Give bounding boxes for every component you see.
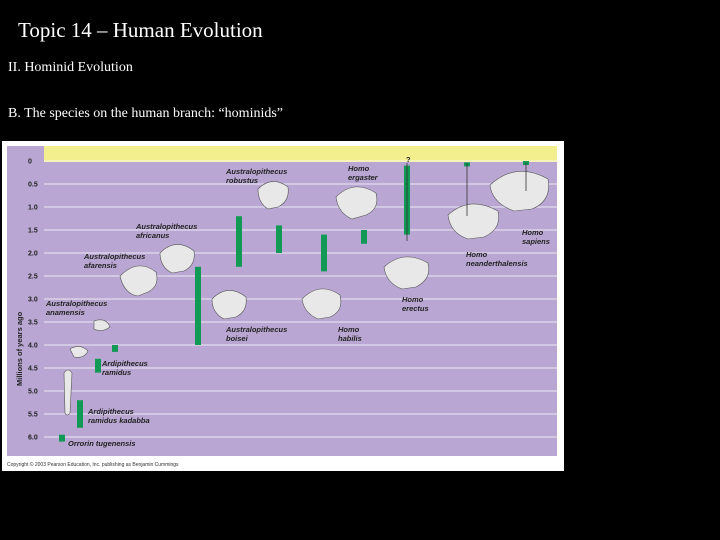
species-label: Australopithecus boisei [225,325,287,343]
tick-label: 1.5 [28,228,38,235]
tick-label: 5.5 [28,412,38,419]
present-day-band [44,146,557,162]
species-range-bar [195,299,201,345]
hominid-timeline-figure: 0 0.5 1.0 1.5 2.0 2.5 3.0 3.5 4.0 4.5 5.0 5.5 6.0 Mi… [2,141,564,471]
species-label: Ardipithecus ramidus kadabba [87,407,150,425]
species-label: Homo ergaster [348,164,379,182]
skull-fossil-icon [211,290,247,320]
tick-label: 2.0 [28,251,38,258]
species-range-bar [59,434,65,442]
species-range-bar [236,216,242,267]
species-label: Homo habilis [338,325,362,343]
species-label: Homo erectus [402,295,429,313]
tick-labels: 0 0.5 1.0 1.5 2.0 2.5 3.0 3.5 4.0 4.5 5.0 5.5 6.0 [28,159,38,442]
slide-subheading: B. The species on the human branch: “hom… [8,106,284,121]
tick-label: 6.0 [28,435,38,442]
species-range-bar [321,234,327,272]
skull-fossil-icon [301,288,342,320]
species-label: Homo sapiens [522,228,550,246]
tick-label: 3.5 [28,320,38,327]
skull-fossil-icon [159,244,195,274]
species-range-bar [77,400,83,428]
tick-label: 5.0 [28,389,38,396]
species-range-bar [112,345,118,352]
species-range-bar [361,230,367,244]
y-axis-label: Millions of years ago [15,311,24,386]
skull-fossil-icon [383,256,430,290]
jaw-fossil-icon [69,346,89,358]
skull-fossil-icon [257,181,289,210]
timeline-svg: 0 0.5 1.0 1.5 2.0 2.5 3.0 3.5 4.0 4.5 5.0 5.5 6.0 Mi… [7,146,557,468]
tick-label: 3.0 [28,297,38,304]
unknown-origin-marker: ? [406,155,411,164]
species-range-bar [195,266,201,299]
species-label: Australopithecus anamensis [45,299,107,317]
skull-fossil-icon [335,186,378,220]
jaw-fossil-icon [93,319,111,331]
species-range-bars [59,161,529,442]
copyright-notice: Copyright © 2003 Pearson Education, Inc.… [7,461,179,468]
species-label: Australopithecus africanus [135,222,197,240]
tick-label: 1.0 [28,205,38,212]
skull-fossil-icon [447,203,499,240]
species-label: Ardipithecus ramidus [101,359,148,377]
species-label: Orrorin tugenensis [68,439,136,448]
species-label: Australopithecus robustus [225,167,287,185]
tick-label: 0.5 [28,182,38,189]
skull-fossil-icon [119,265,158,297]
slide-title: Topic 14 – Human Evolution [18,18,263,42]
tick-label: 4.0 [28,343,38,350]
tick-label: 2.5 [28,274,38,281]
slide-heading: II. Hominid Evolution [8,60,133,75]
bone-fossil-icon [63,369,73,416]
species-label: Australopithecus afarensis [83,252,145,270]
skull-fossil-icon [489,170,549,212]
species-range-bar [276,225,282,253]
species-range-bar [95,358,101,373]
tick-label: 0 [28,159,32,166]
species-label: Homo neanderthalensis [466,250,528,268]
gridlines [44,160,557,438]
tick-label: 4.5 [28,366,38,373]
